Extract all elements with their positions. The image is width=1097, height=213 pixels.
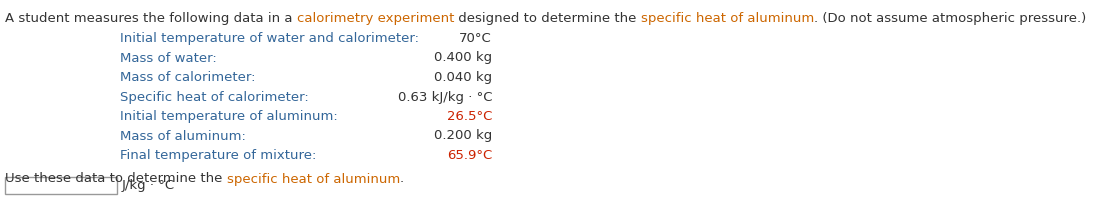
Text: 65.9°C: 65.9°C — [446, 149, 491, 162]
Text: Specific heat of calorimeter:: Specific heat of calorimeter: — [120, 91, 308, 104]
Text: Mass of water:: Mass of water: — [120, 52, 217, 65]
Text: . (Do not assume atmospheric pressure.): . (Do not assume atmospheric pressure.) — [814, 12, 1086, 25]
Text: Mass of calorimeter:: Mass of calorimeter: — [120, 71, 256, 84]
Text: designed to determine the: designed to determine the — [454, 12, 641, 25]
Text: 26.5°C: 26.5°C — [446, 110, 491, 123]
Text: 70°C: 70°C — [460, 32, 491, 45]
Text: 0.400 kg: 0.400 kg — [434, 52, 491, 65]
Bar — [5, 177, 117, 194]
Text: A student measures the following data in a: A student measures the following data in… — [5, 12, 297, 25]
Text: specific heat of aluminum: specific heat of aluminum — [641, 12, 814, 25]
Text: Initial temperature of aluminum:: Initial temperature of aluminum: — [120, 110, 338, 123]
Text: Initial temperature of water and calorimeter:: Initial temperature of water and calorim… — [120, 32, 419, 45]
Text: J/kg · °C: J/kg · °C — [122, 179, 176, 192]
Text: calorimetry experiment: calorimetry experiment — [297, 12, 454, 25]
Text: specific heat of aluminum: specific heat of aluminum — [227, 173, 400, 186]
Text: 0.200 kg: 0.200 kg — [433, 130, 491, 142]
Text: 0.040 kg: 0.040 kg — [434, 71, 491, 84]
Text: 0.63 kJ/kg · °C: 0.63 kJ/kg · °C — [397, 91, 491, 104]
Text: Final temperature of mixture:: Final temperature of mixture: — [120, 149, 316, 162]
Text: Mass of aluminum:: Mass of aluminum: — [120, 130, 246, 142]
Text: Use these data to determine the: Use these data to determine the — [5, 173, 227, 186]
Text: .: . — [400, 173, 404, 186]
